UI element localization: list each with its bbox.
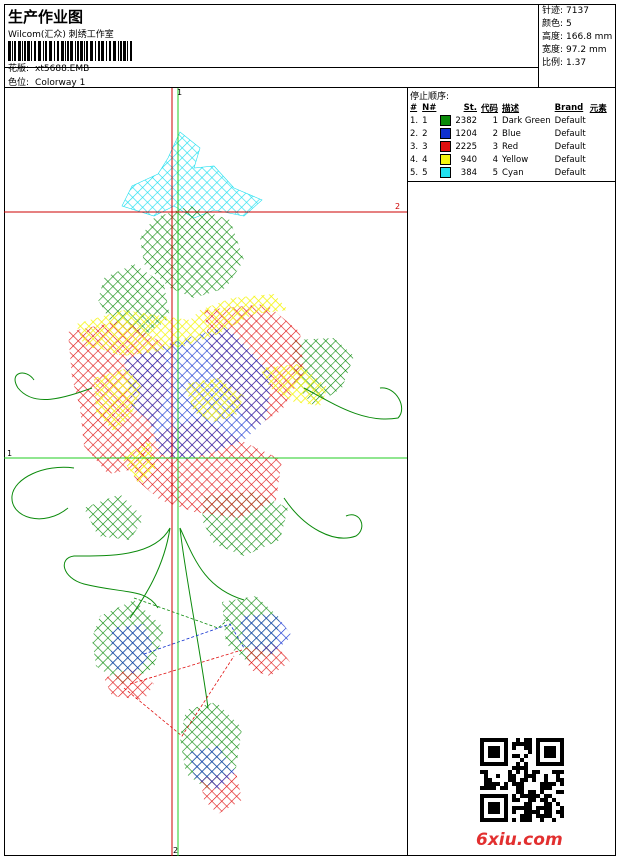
design-row: 花版: xt5688.EMB [8, 61, 89, 74]
cell-element [589, 140, 610, 153]
qr-code-image[interactable] [480, 738, 564, 822]
cell-needle: 5 [422, 167, 428, 178]
colorway-value: Colorway 1 [35, 78, 86, 88]
color-swatch [440, 128, 452, 139]
guide-label-left: 1 [7, 449, 13, 458]
header-panel: 生产作业图 Wilcom(汇众) 刺绣工作室 花版: xt5688.EMB 色位:… [4, 4, 539, 88]
cell-num: 4. [410, 154, 419, 165]
cyan-motif [121, 131, 263, 219]
color-row[interactable]: 1. 1 2382 1 Dark Green Default [409, 114, 610, 127]
cell-brand: Default [554, 154, 586, 165]
cell-code: 4 [492, 154, 499, 165]
header-divider [4, 67, 539, 68]
color-table-header: # N# St. 代码 描述 Brand 元素 [409, 101, 610, 114]
barcode-image [8, 41, 132, 61]
cell-stitches: 2382 [455, 115, 478, 126]
color-table: # N# St. 代码 描述 Brand 元素 1. 1 2382 1 Dark Gre… [409, 101, 610, 179]
color-row[interactable]: 2. 2 1204 2 Blue Default [409, 127, 610, 140]
guide-label-right: 2 [395, 202, 401, 211]
color-row[interactable]: 4. 4 940 4 Yellow Default [409, 153, 610, 166]
stop-sequence-panel: 停止顺序: # N# St. 代码 描述 Brand 元素 1. 1 2382 1 Da… [408, 88, 616, 856]
col-brand: Brand [554, 102, 584, 113]
cell-brand: Default [554, 141, 586, 152]
cell-needle: 1 [422, 115, 428, 126]
col-stitches: St. [463, 102, 478, 113]
company-name: Wilcom(汇众) 刺绣工作室 [8, 30, 114, 40]
cell-element [589, 153, 610, 166]
cell-swatch [439, 153, 454, 166]
colorway-row: 色位: Colorway 1 [8, 75, 85, 88]
cell-desc: Cyan [502, 167, 524, 178]
cell-code: 1 [492, 115, 499, 126]
guide-label-bottom: 2 [173, 846, 179, 855]
cell-code: 2 [492, 128, 499, 139]
cell-num: 2. [410, 128, 419, 139]
guide-lines [4, 88, 407, 856]
colorway-label: 色位: [8, 78, 30, 88]
cell-swatch [439, 127, 454, 140]
watermark-logo: 6xiu.com [476, 830, 563, 850]
color-row[interactable]: 3. 3 2225 3 Red Default [409, 140, 610, 153]
col-needle: N# [422, 102, 437, 113]
design-value: xt5688.EMB [35, 64, 90, 74]
green-tendrils [11, 372, 403, 709]
col-code: 代码 [481, 103, 499, 114]
stop-sequence-title: 停止顺序: [410, 92, 450, 102]
cell-desc: Blue [502, 128, 521, 139]
cell-brand: Default [554, 115, 586, 126]
cell-brand: Default [554, 128, 586, 139]
cell-desc: Dark Green [502, 115, 551, 126]
jump-stitches [123, 597, 245, 737]
cell-code: 5 [492, 167, 499, 178]
stat-width: 宽度: 97.2 mm [542, 45, 607, 55]
cell-needle: 4 [422, 154, 428, 165]
col-element: 元素 [589, 103, 607, 114]
stat-height: 高度: 166.8 mm [542, 32, 613, 42]
sheet-frame [4, 4, 616, 856]
cell-num: 3. [410, 141, 419, 152]
cell-element [589, 114, 610, 127]
color-swatch [440, 154, 452, 165]
cell-swatch [439, 140, 454, 153]
cell-needle: 3 [422, 141, 428, 152]
cell-desc: Yellow [502, 154, 529, 165]
design-canvas[interactable]: 1 2 1 2 [4, 88, 408, 856]
stat-colors: 颜色: 5 [542, 19, 572, 29]
color-swatch [440, 141, 452, 152]
col-num: # [410, 102, 418, 113]
cell-num: 1. [410, 115, 419, 126]
color-swatch [440, 167, 452, 178]
cell-stitches: 940 [460, 154, 478, 165]
cell-needle: 2 [422, 128, 428, 139]
design-label: 花版: [8, 64, 30, 74]
cell-code: 3 [492, 141, 499, 152]
col-desc: 描述 [502, 103, 520, 114]
cell-element [589, 166, 610, 179]
cell-stitches: 384 [460, 167, 478, 178]
guide-label-top: 1 [177, 88, 183, 97]
color-row[interactable]: 5. 5 384 5 Cyan Default [409, 166, 610, 179]
embroidery-preview [4, 88, 407, 856]
cell-desc: Red [502, 141, 519, 152]
cell-swatch [439, 166, 454, 179]
cell-num: 5. [410, 167, 419, 178]
cell-element [589, 127, 610, 140]
side-divider [408, 181, 616, 182]
color-swatch [440, 115, 452, 126]
stat-stitches: 针迹: 7137 [542, 6, 589, 16]
stats-panel: 针迹: 7137 颜色: 5 高度: 166.8 mm 宽度: 97.2 mm 比例: 1… [539, 4, 616, 88]
cell-stitches: 1204 [455, 128, 478, 139]
cell-stitches: 2225 [455, 141, 478, 152]
cell-swatch [439, 114, 454, 127]
cell-brand: Default [554, 167, 586, 178]
stat-scale: 比例: 1.37 [542, 58, 587, 68]
page-title: 生产作业图 [8, 8, 84, 26]
yellow-highlights [76, 294, 328, 486]
